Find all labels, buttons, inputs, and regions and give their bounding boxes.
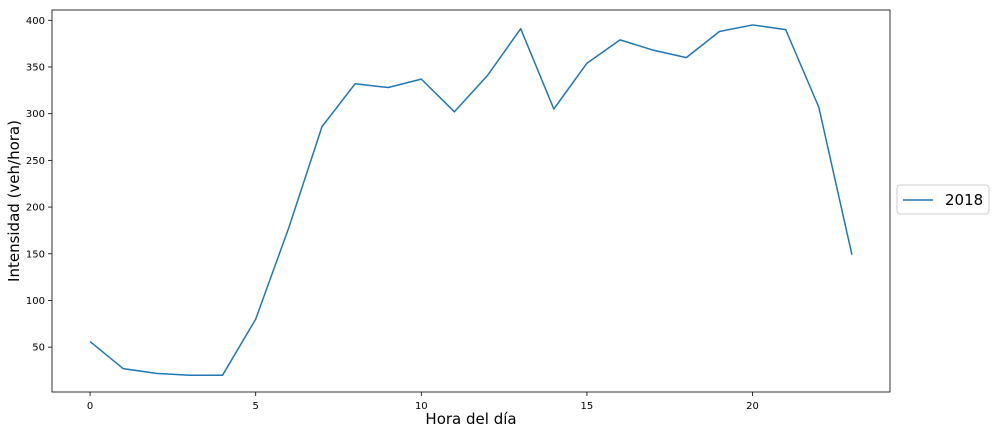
plot-area: 0 5 10 15 20 50 100 150 200 250 300 350 400	[26, 9, 891, 412]
legend: 2018	[896, 184, 990, 215]
series-line-2018	[89, 24, 853, 376]
y-tick-label: 150	[26, 249, 45, 260]
x-tick-label: 15	[581, 401, 594, 412]
x-tick-label: 10	[415, 401, 428, 412]
y-tick-label: 100	[26, 296, 45, 307]
y-tick-label: 300	[26, 109, 45, 120]
y-tick-label: 250	[26, 156, 45, 167]
y-tick-label: 50	[32, 343, 45, 354]
x-tick-label: 5	[253, 401, 259, 412]
series-lines	[89, 24, 853, 376]
y-axis-ticks: 50 100 150 200 250 300 350 400	[26, 16, 52, 354]
y-axis-label: Intensidad (veh/hora)	[5, 120, 23, 282]
legend-box	[896, 184, 990, 215]
x-axis-label: Hora del día	[425, 410, 516, 428]
x-tick-label: 0	[87, 401, 93, 412]
plot-frame	[51, 9, 891, 393]
y-tick-label: 400	[26, 16, 45, 27]
y-tick-label: 350	[26, 62, 45, 73]
x-tick-label: 20	[746, 401, 759, 412]
legend-label-2018: 2018	[945, 191, 983, 209]
x-axis-ticks: 0 5 10 15 20	[87, 392, 759, 412]
y-tick-label: 200	[26, 203, 45, 214]
